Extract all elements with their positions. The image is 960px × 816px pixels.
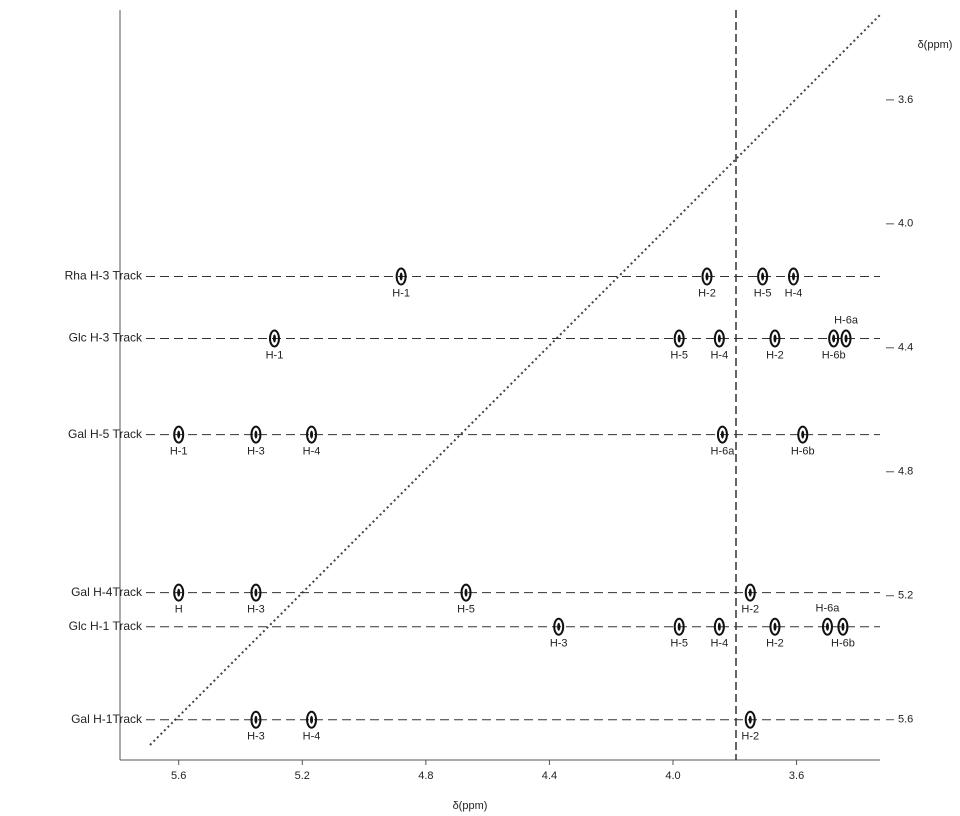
peak-label: H-2 [766,638,784,650]
peak-label: H-3 [247,604,265,616]
peak-label: H-4 [303,731,321,743]
peak-label: H-5 [754,287,772,299]
peak-label: H-2 [698,287,716,299]
track-label: Gal H-4Track [71,585,143,599]
cross-peak-core [845,335,848,343]
cross-peak-core [177,431,180,439]
peak-label: H-4 [710,349,728,361]
y-tick-label: 3.6 [898,94,913,106]
peak-label: H-6b [831,638,855,650]
peak-label: H-2 [766,349,784,361]
chart: δ(ppm) δ(ppm) 5.6 5.2 4.8 4.4 4.0 3.6 3.6 4.0 4.… [0,0,960,816]
peak-label: H-4 [303,445,321,457]
cross-peak-core [718,623,721,631]
peak-label: H-4 [785,287,803,299]
peak-label: H-1 [170,445,188,457]
peak-label: H [175,604,183,616]
diagonal [150,15,880,745]
cross-peak-core [761,273,764,281]
cross-peak-core [773,335,776,343]
cross-peak-core [465,589,468,597]
peak-label: H-5 [670,349,688,361]
peak-label: H-4 [710,638,728,650]
track-label: Gal H-1Track [71,712,143,726]
cross-peak-core [801,431,804,439]
cross-peak-core [310,431,313,439]
cross-peak-core [841,623,844,631]
cross-peak-core [718,335,721,343]
cross-peak-core [177,589,180,597]
peak-label: H-6b [822,349,846,361]
peak-label: H-5 [457,604,475,616]
cross-peak-core [826,623,829,631]
y-tick-label: 4.4 [898,342,913,354]
peak-label: H-3 [550,638,568,650]
track-label: Gal H-5 Track [68,427,143,441]
y-tick-label: 5.6 [898,714,913,726]
x-tick-label: 4.8 [418,770,433,782]
x-tick-label: 4.0 [665,770,680,782]
cross-peak-core [254,589,257,597]
track-label: Rha H-3 Track [65,269,143,283]
peak-label: H-1 [392,287,410,299]
cross-peak-core [273,335,276,343]
peak-label: H-2 [741,731,759,743]
x-tick-label: 4.4 [542,770,557,782]
peak-label: H-6a [711,445,736,457]
cross-peak-core [705,273,708,281]
peak-label: H-3 [247,731,265,743]
cross-peak-core [721,431,724,439]
cross-peak-core [832,335,835,343]
y-tick-label: 5.2 [898,590,913,602]
y-tick-label: 4.8 [898,466,913,478]
cross-peak-core [254,431,257,439]
x-axis-label: δ(ppm) [453,800,488,812]
x-tick-label: 5.6 [171,770,186,782]
cross-peak-core [678,623,681,631]
peak-label: H-5 [670,638,688,650]
cross-peak-core [749,589,752,597]
cross-peak-core [749,716,752,724]
y-axis-label: δ(ppm) [918,39,953,51]
cross-peak-core [557,623,560,631]
peak-label: H-1 [266,349,284,361]
track-label: Glc H-1 Track [69,619,143,633]
x-tick-label: 5.2 [295,770,310,782]
peak-label: H-2 [741,604,759,616]
y-tick-label: 4.0 [898,218,913,230]
cross-peak-core [792,273,795,281]
peak-label: H-3 [247,445,265,457]
x-tick-label: 3.6 [789,770,804,782]
peak-label: H-6a [816,603,841,615]
cross-peak-core [773,623,776,631]
cross-peak-core [254,716,257,724]
peak-label: H-6a [834,314,859,326]
cross-peak-core [400,273,403,281]
peak-label: H-6b [791,445,815,457]
cross-peak-core [310,716,313,724]
track-label: Glc H-3 Track [69,331,143,345]
cross-peak-core [678,335,681,343]
